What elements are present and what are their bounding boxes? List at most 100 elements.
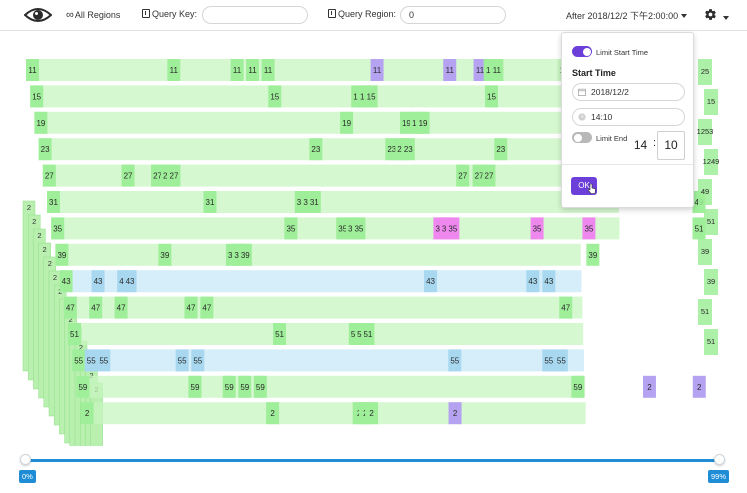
row-node-label: 43	[126, 277, 135, 286]
row-node	[97, 349, 111, 372]
row-node	[59, 270, 73, 293]
sankey-chart: 2222222222222211111111111111111111101515…	[0, 31, 747, 446]
row-node-label: 43	[426, 277, 435, 286]
row-node	[542, 270, 556, 293]
query-key-input[interactable]	[202, 6, 308, 24]
row-node-label: 15	[367, 92, 376, 101]
right-column-node	[704, 89, 718, 115]
row-node-label: 11	[446, 66, 455, 75]
row-node-label: 35	[338, 224, 347, 233]
row-band	[34, 111, 618, 134]
row-node-label: 59	[78, 383, 87, 392]
query-region-label: Query Region:	[328, 9, 396, 19]
row-node	[494, 138, 508, 161]
row-node	[448, 349, 462, 372]
row-node	[424, 270, 438, 293]
right-column-node	[704, 329, 718, 355]
row-node-label: 59	[240, 383, 249, 392]
row-band	[30, 85, 617, 108]
row-node-label: 39	[588, 251, 597, 260]
row-node-label: 55	[74, 356, 83, 365]
row-node-label: 35	[448, 224, 457, 233]
limit-start-toggle[interactable]	[572, 46, 592, 57]
time-filter-dropdown[interactable]: After 2018/12/2 下午2:00:00	[566, 9, 688, 22]
row-node	[448, 402, 462, 425]
top-bar: ∞All Regions Query Key: Query Region: Af…	[0, 0, 747, 31]
slider-end-handle[interactable]	[714, 454, 725, 465]
row-node	[38, 138, 52, 161]
row-node-label: 27	[170, 172, 179, 181]
date-input[interactable]: 2018/12/2	[572, 83, 685, 101]
slider-start-label: 0%	[19, 470, 36, 483]
hour-spinner[interactable]: 14	[627, 131, 654, 160]
row-node-label: 59	[225, 383, 234, 392]
left-stack-label: 2	[53, 273, 57, 282]
row-node	[184, 296, 198, 319]
row-node	[238, 243, 252, 266]
right-column-node	[698, 59, 712, 85]
all-regions-link[interactable]: ∞All Regions	[66, 9, 120, 21]
right-column-label: 1253	[697, 127, 714, 136]
row-band	[51, 217, 620, 240]
row-node	[554, 349, 568, 372]
row-node-label: 55	[557, 356, 566, 365]
row-node	[80, 402, 94, 425]
row-node	[385, 138, 399, 161]
left-stack-label: 2	[43, 245, 47, 254]
row-node	[76, 375, 90, 398]
row-node	[68, 323, 81, 345]
row-node-label: 19	[36, 119, 45, 128]
limit-end-toggle[interactable]	[572, 132, 592, 143]
row-band	[63, 296, 583, 319]
row-node	[230, 59, 244, 81]
row-band	[38, 138, 618, 161]
row-node-label: 2	[647, 383, 652, 392]
row-node	[30, 85, 44, 108]
time-value: 14:10	[591, 112, 613, 122]
row-node	[175, 349, 189, 372]
time-input[interactable]: 14:10	[572, 108, 685, 126]
row-node-label: 31	[310, 198, 319, 207]
row-node	[222, 375, 236, 398]
row-node-label: 55	[99, 356, 108, 365]
row-node	[72, 349, 86, 372]
row-node-label: 43	[94, 277, 103, 286]
gear-icon	[705, 9, 716, 20]
row-node	[200, 296, 214, 319]
infinity-icon: ∞	[66, 9, 74, 21]
slider-track[interactable]	[24, 459, 721, 462]
row-node	[47, 191, 60, 213]
row-node-label: 15	[487, 92, 496, 101]
row-node-label: 51	[275, 330, 284, 339]
row-node	[268, 85, 282, 108]
row-node-label: 19	[402, 119, 411, 128]
row-node	[446, 217, 460, 240]
row-node-label: 23	[496, 145, 505, 154]
row-node-label: 11	[233, 66, 242, 75]
row-node	[692, 217, 706, 240]
row-node-label: 31	[206, 198, 215, 207]
row-node	[542, 349, 556, 372]
row-node-label: 55	[178, 356, 187, 365]
row-node-label: 59	[573, 383, 582, 392]
row-node	[253, 375, 267, 398]
row-node	[352, 217, 366, 240]
row-node	[151, 164, 165, 187]
settings-button[interactable]	[704, 8, 729, 23]
row-node	[399, 111, 413, 134]
row-node-label: 23	[311, 145, 320, 154]
query-region-input[interactable]	[400, 6, 506, 24]
row-node-label: 2	[270, 409, 275, 418]
row-node-label: 47	[187, 304, 196, 313]
row-node	[191, 349, 205, 372]
row-node-label: 35	[354, 224, 363, 233]
row-node	[364, 85, 378, 108]
right-column-label: 15	[707, 97, 715, 106]
popover-divider	[562, 164, 693, 165]
minute-spinner[interactable]: 10	[657, 131, 685, 160]
row-node-label: 2	[369, 409, 374, 418]
row-node	[246, 59, 260, 81]
right-column-node	[704, 149, 718, 175]
slider-start-handle[interactable]	[20, 454, 31, 465]
